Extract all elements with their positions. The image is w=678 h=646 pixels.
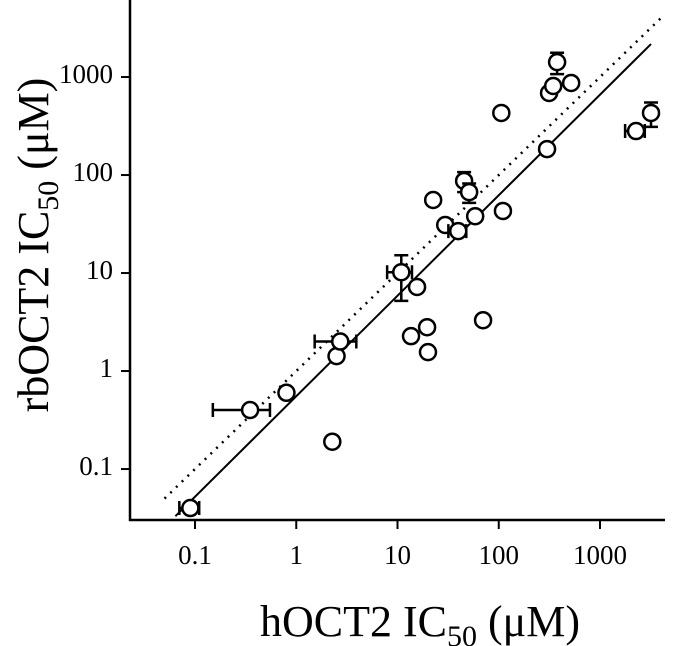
point (448, 221, 468, 241)
y-tick-label: 10 (86, 255, 113, 285)
x-tick-label: 1000 (573, 540, 627, 570)
point (331, 332, 350, 351)
point (407, 277, 427, 297)
fit-line (163, 17, 662, 500)
point (423, 190, 443, 210)
point (561, 73, 581, 93)
x-tick-label: 0.1 (178, 540, 212, 570)
point (493, 201, 513, 221)
point (626, 121, 646, 141)
x-tick-label: 100 (479, 540, 520, 570)
point (417, 317, 437, 337)
x-tick-label: 1 (290, 540, 304, 570)
point (543, 76, 563, 96)
point (401, 326, 421, 346)
y-axis-label: rbOCT2 IC50 (μM) (9, 78, 65, 413)
y-tick-label: 1000 (59, 59, 113, 89)
point (492, 103, 511, 123)
point (323, 432, 342, 451)
point (537, 139, 557, 159)
point (465, 206, 485, 226)
point (181, 498, 200, 518)
point (459, 182, 479, 202)
x-tick-label: 10 (384, 540, 411, 570)
y-tick-label: 1 (100, 353, 114, 383)
point (641, 103, 661, 123)
point (392, 262, 411, 282)
y-tick-label: 0.1 (79, 451, 113, 481)
point (418, 342, 438, 362)
x-axis-label: hOCT2 IC50 (μM) (260, 597, 580, 646)
point (277, 383, 296, 403)
y-tick-label: 100 (73, 157, 114, 187)
point (473, 310, 493, 330)
point (240, 400, 260, 420)
point (547, 52, 567, 72)
